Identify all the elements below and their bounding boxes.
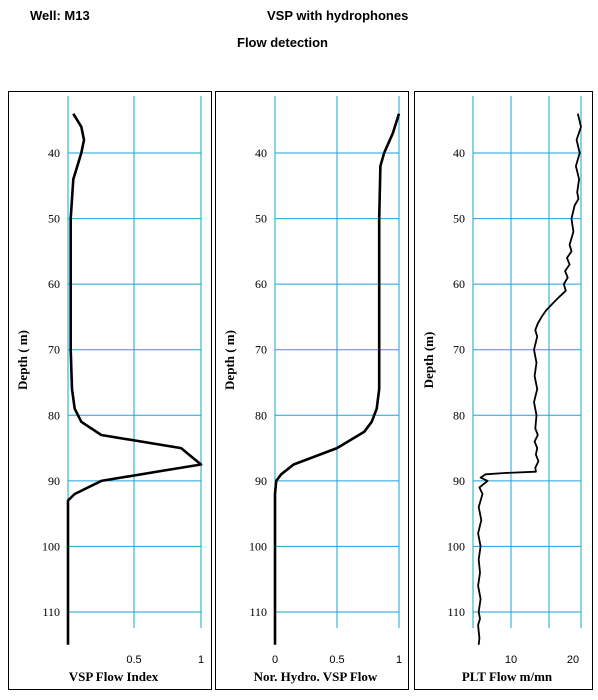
x-tick-label: 0.5 <box>329 654 344 666</box>
y-axis-label: Depth ( m) <box>222 330 237 390</box>
x-axis-label: PLT Flow m/mn <box>462 669 553 684</box>
well-label: Well: M13 <box>30 8 90 23</box>
y-tick-label: 110 <box>42 605 60 619</box>
y-tick-label: 60 <box>453 277 465 291</box>
y-tick-label: 70 <box>255 343 267 357</box>
y-tick-label: 60 <box>48 277 60 291</box>
y-tick-label: 40 <box>48 146 60 160</box>
y-axis-label: Depth ( m) <box>15 330 30 390</box>
chart-panel-1: 40 50 60 70 80 90 100 110 0.5 1 Depth ( m) VSP Flow… <box>8 91 212 690</box>
panel-frame <box>215 91 409 690</box>
y-tick-label: 100 <box>447 539 465 553</box>
y-tick-label: 90 <box>453 474 465 488</box>
x-axis-label: VSP Flow Index <box>69 669 159 684</box>
y-tick-label: 60 <box>255 277 267 291</box>
panel-frame <box>8 91 212 690</box>
panel-frame <box>414 91 593 690</box>
chart-subtitle: Flow detection <box>237 35 328 50</box>
x-tick-label: 0 <box>272 654 278 666</box>
y-tick-label: 40 <box>453 146 465 160</box>
x-axis-label: Nor. Hydro. VSP Flow <box>254 669 378 684</box>
y-tick-label: 40 <box>255 146 267 160</box>
y-tick-label: 90 <box>255 474 267 488</box>
y-tick-label: 80 <box>255 408 267 422</box>
y-tick-label: 110 <box>249 605 267 619</box>
y-tick-label: 110 <box>447 605 465 619</box>
y-tick-label: 50 <box>453 212 465 226</box>
y-tick-label: 70 <box>453 343 465 357</box>
y-tick-label: 90 <box>48 474 60 488</box>
x-tick-label: 1 <box>198 654 204 666</box>
series-line <box>477 113 582 645</box>
y-tick-label: 100 <box>249 539 267 553</box>
y-axis-label: Depth (m) <box>421 332 436 389</box>
y-tick-label: 100 <box>42 539 60 553</box>
x-tick-label: 10 <box>505 654 517 666</box>
chart-title: VSP with hydrophones <box>267 8 409 23</box>
y-tick-label: 80 <box>453 408 465 422</box>
series-line <box>273 113 401 645</box>
y-tick-label: 70 <box>48 343 60 357</box>
series-line <box>66 113 203 645</box>
x-tick-label: 0.5 <box>126 654 141 666</box>
x-tick-label: 20 <box>567 654 579 666</box>
y-tick-label: 50 <box>48 212 60 226</box>
y-tick-label: 50 <box>255 212 267 226</box>
y-tick-label: 80 <box>48 408 60 422</box>
x-tick-label: 1 <box>396 654 402 666</box>
chart-panel-2: 40 50 60 70 80 90 100 110 0 0.5 1 Depth ( m) Nor. Hy… <box>215 91 409 690</box>
chart-panel-3: 40 50 60 70 80 90 100 110 10 20 Depth (m) PLT Flow … <box>414 91 593 690</box>
